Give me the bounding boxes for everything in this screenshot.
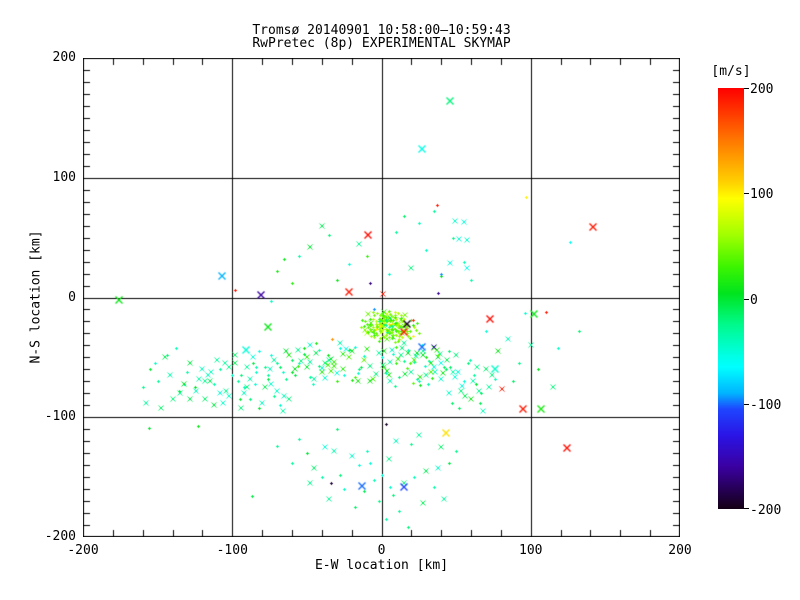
x-tick-label: -200 — [67, 543, 99, 558]
colorbar-tick-mark — [744, 88, 749, 89]
x-tick-label: 100 — [519, 543, 543, 558]
x-axis-title: E-W location [km] — [314, 558, 449, 573]
colorbar-tick-label: 0 — [750, 292, 758, 308]
colorbar-tick-label: -100 — [750, 397, 782, 413]
y-tick-label: -200 — [44, 529, 76, 544]
x-tick-label: 0 — [377, 543, 386, 558]
y-axis-title: N-S location [km] — [28, 230, 44, 364]
colorbar-tick-mark — [744, 193, 749, 195]
y-tick-label: -100 — [44, 409, 76, 425]
colorbar-tick-mark — [744, 403, 749, 405]
scatter-plot-canvas — [83, 58, 680, 537]
x-tick-label: 200 — [668, 543, 692, 558]
colorbar-tick-mark — [744, 298, 749, 300]
plot-subtitle: RwPretec (8p) EXPERIMENTAL SKYMAP — [252, 36, 511, 51]
y-tick-label: 100 — [52, 169, 76, 185]
colorbar-tick-label: -200 — [750, 503, 782, 518]
colorbar — [718, 88, 744, 509]
x-tick-label: -100 — [216, 543, 248, 558]
plot-title: Tromsø 20140901 10:58:00–10:59:43 — [252, 23, 511, 38]
colorbar-tick-label: 100 — [750, 187, 774, 203]
y-tick-label: 200 — [52, 50, 76, 65]
y-tick-label: 0 — [68, 289, 76, 305]
colorbar-tick-label: 200 — [750, 82, 774, 97]
colorbar-unit-label: [m/s] — [711, 64, 751, 79]
colorbar-tick-mark — [744, 508, 749, 509]
